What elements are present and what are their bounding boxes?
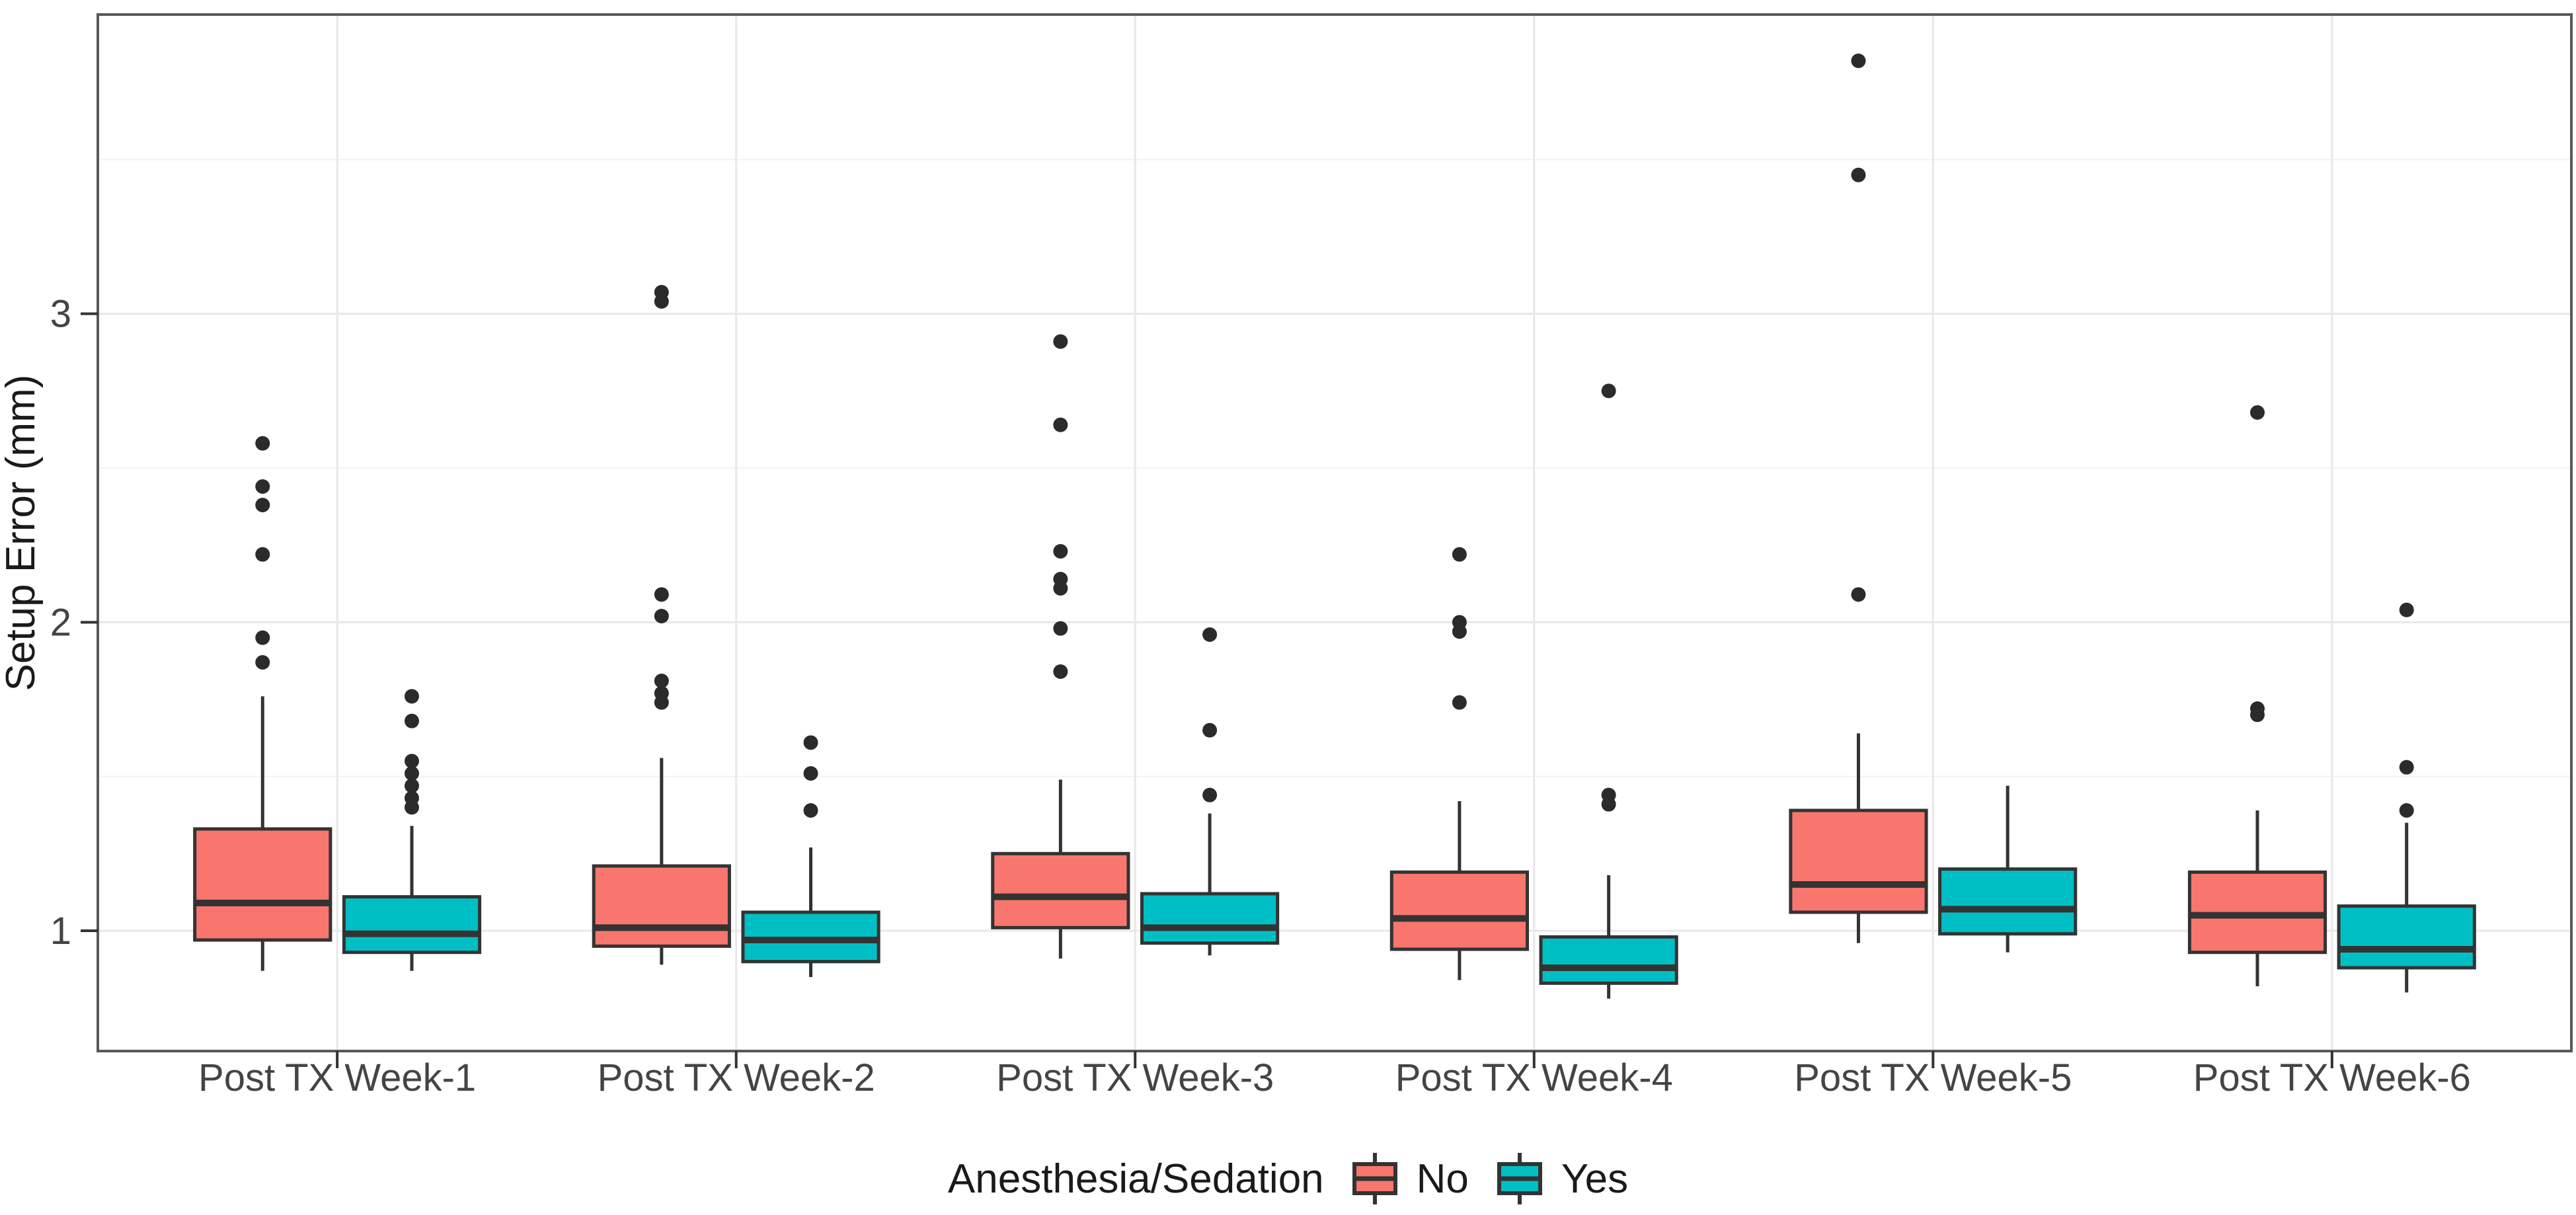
outlier-point [404, 766, 419, 781]
outlier-point [255, 436, 270, 451]
outlier-point [2399, 760, 2414, 775]
outlier-point [654, 285, 669, 299]
box-yes [1938, 867, 2078, 936]
outlier-point [1851, 54, 1866, 68]
legend-item-no: No [1349, 1151, 1469, 1206]
panel-border [97, 13, 2573, 1052]
x-tick-label: Post TX Week-5 [1794, 1056, 2072, 1099]
outlier-point [1452, 615, 1467, 630]
x-tick-label: Post TX Week-6 [2193, 1056, 2471, 1099]
outlier-point [654, 587, 669, 602]
box-no [592, 864, 731, 948]
outlier-point [1053, 544, 1068, 559]
outlier-point [1601, 383, 1616, 399]
x-tick-label: Post TX Week-2 [598, 1056, 875, 1099]
box-yes [342, 895, 482, 955]
outlier-point [1452, 547, 1467, 562]
outlier-point [2250, 405, 2265, 420]
outlier-point [1851, 167, 1866, 182]
outlier-point [1452, 695, 1467, 710]
x-tick-label: Post TX Week-1 [198, 1056, 476, 1099]
x-tick-label: Post TX Week-3 [996, 1056, 1274, 1099]
outlier-point [654, 686, 669, 701]
outlier-point [404, 713, 419, 728]
y-tick-label: 2 [50, 601, 71, 644]
outlier-point [1202, 723, 1218, 738]
outlier-point [255, 498, 270, 512]
outlier-point [404, 689, 419, 704]
box-yes [2337, 904, 2476, 970]
outlier-point [255, 630, 270, 645]
outlier-point [1053, 417, 1068, 432]
outlier-point [1202, 787, 1218, 803]
outlier-point [255, 479, 270, 494]
box-no [991, 851, 1130, 929]
y-axis-title: Setup Error (mm) [0, 375, 44, 691]
box-yes [1140, 892, 1280, 945]
outlier-point [404, 791, 419, 806]
legend-title: Anesthesia/Sedation [947, 1156, 1324, 1202]
outlier-point [1202, 627, 1218, 642]
outlier-point [1053, 621, 1068, 636]
legend: Anesthesia/Sedation No Yes [0, 1146, 2576, 1212]
plot-panel: 1 2 3 Post TX Week-1 Post TX Week-2 Post TX W… [50, 13, 2573, 1099]
outlier-point [803, 766, 818, 781]
legend-key-yes-boxplot-icon [1497, 1153, 1542, 1204]
outlier-point [1601, 787, 1616, 803]
outlier-point [404, 754, 419, 769]
box-yes [1539, 935, 1678, 985]
outlier-point [803, 735, 818, 750]
outlier-point [2399, 803, 2414, 818]
y-tick-label: 1 [50, 910, 71, 953]
x-tick-label: Post TX Week-4 [1395, 1056, 1673, 1099]
outlier-point [1053, 572, 1068, 586]
box-no [193, 827, 332, 942]
legend-label-no: No [1416, 1156, 1469, 1202]
box-no [1789, 808, 1928, 914]
outlier-point [2399, 602, 2414, 617]
legend-label-yes: Yes [1561, 1156, 1629, 1202]
outlier-point [654, 674, 669, 688]
outlier-point [255, 655, 270, 670]
legend-item-yes: Yes [1494, 1151, 1628, 1206]
outlier-point [1053, 664, 1068, 679]
y-tick-label: 3 [50, 293, 71, 336]
outlier-point [654, 609, 669, 623]
outlier-point [1053, 334, 1068, 349]
outlier-point [255, 547, 270, 562]
box-no [1389, 870, 1530, 951]
outlier-point [404, 778, 419, 793]
outlier-point [803, 803, 818, 818]
outlier-point [1851, 587, 1866, 602]
outlier-point [2250, 701, 2265, 716]
legend-key-no-boxplot-icon [1352, 1153, 1397, 1204]
